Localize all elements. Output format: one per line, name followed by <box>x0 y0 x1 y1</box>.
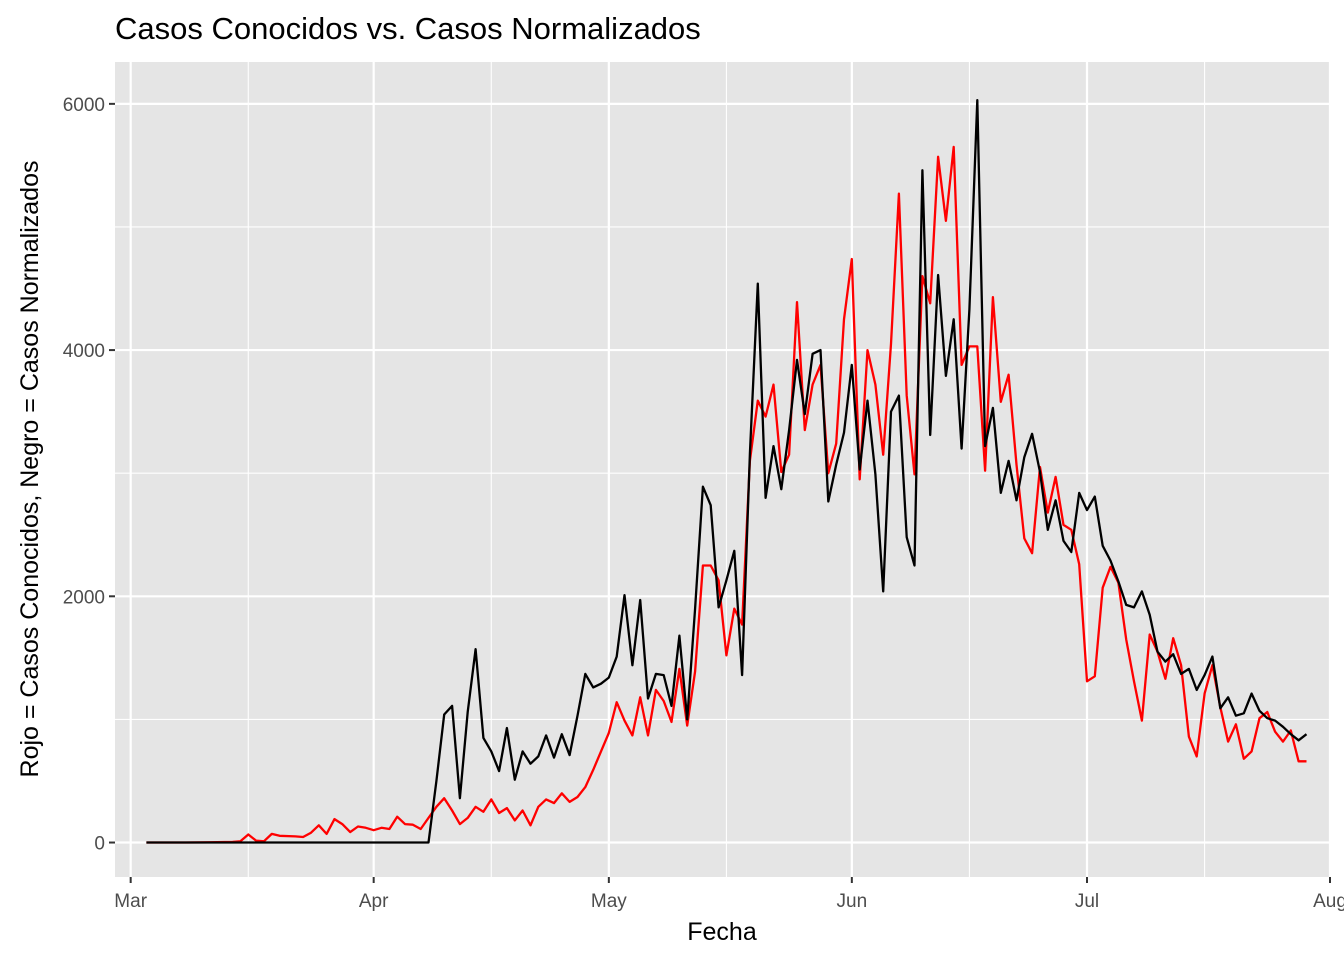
chart-title: Casos Conocidos vs. Casos Normalizados <box>115 11 701 46</box>
x-tick-label: Jun <box>837 891 868 912</box>
y-tick-label: 0 <box>94 834 105 855</box>
y-tick-label: 4000 <box>63 341 105 362</box>
series-line-black <box>146 99 1308 844</box>
x-tick-label: May <box>591 891 627 912</box>
x-axis-title: Fecha <box>687 918 757 946</box>
y-tick-label: 2000 <box>63 587 105 608</box>
y-tick-label: 6000 <box>63 95 105 116</box>
series-lines <box>146 99 1308 844</box>
grid <box>115 62 1332 877</box>
x-tick-label: Mar <box>114 891 147 912</box>
x-tick-label: Aug <box>1313 891 1344 912</box>
y-axis-title: Rojo = Casos Conocidos, Negro = Casos No… <box>16 161 44 778</box>
x-tick-label: Jul <box>1075 891 1099 912</box>
x-tick-label: Apr <box>359 891 389 912</box>
plot-panel <box>115 62 1330 877</box>
axes: 0 2000 4000 6000 Mar Apr May Jun Jul Aug <box>63 95 1344 912</box>
